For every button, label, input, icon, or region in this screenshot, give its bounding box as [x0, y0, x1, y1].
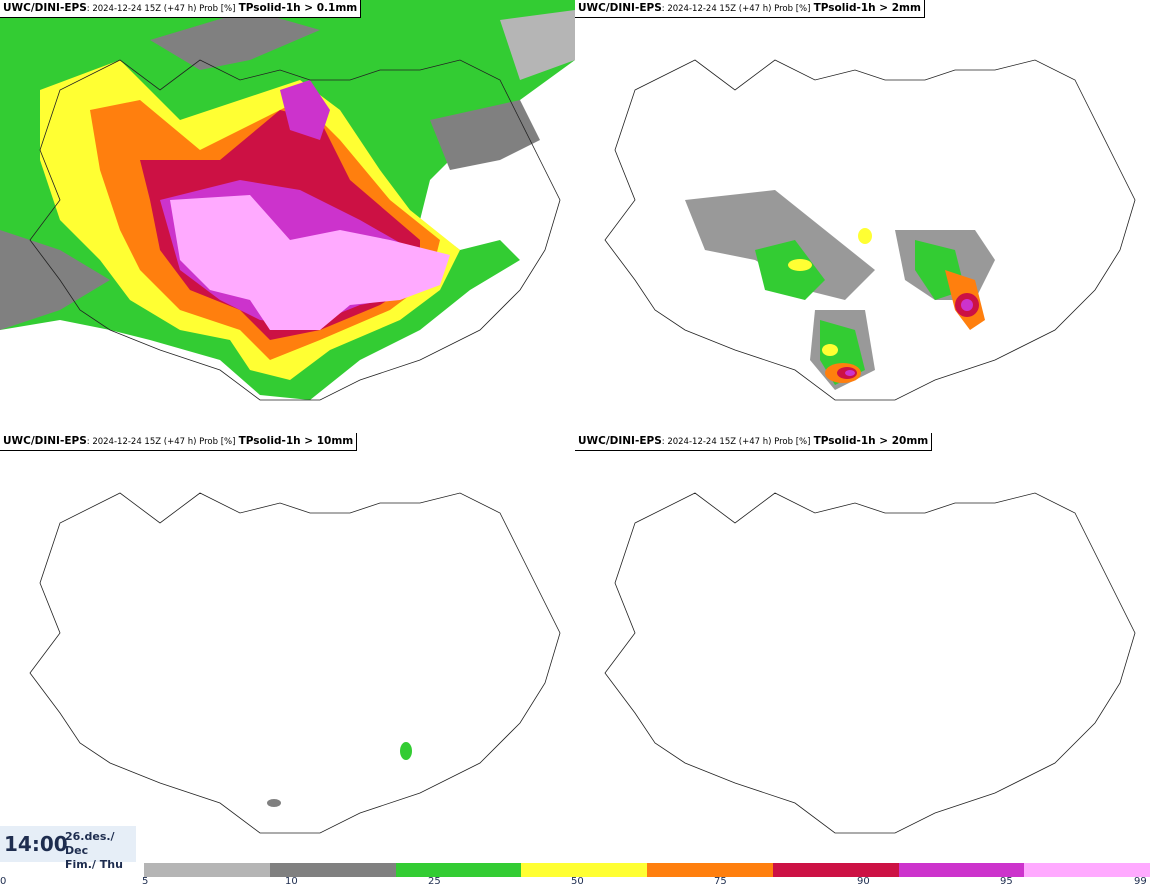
model-name: UWC/DINI-EPS: [3, 435, 87, 447]
colorbar-swatch: [395, 863, 522, 877]
colorbar-swatch: [647, 863, 773, 877]
variable-name: TPsolid-1h > 20mm: [813, 435, 929, 447]
colorbar-tick-label: 10: [285, 876, 298, 887]
variable-name: TPsolid-1h > 0.1mm: [238, 2, 358, 14]
colorbar-swatch: [521, 863, 647, 877]
colorbar-ticks: 0 5 10 25 50 75 90 95 99: [0, 876, 1150, 891]
colorbar-swatch: [1024, 863, 1150, 877]
map-panel-20mm: UWC/DINI-EPS: 2024-12-24 15Z (+47 h) Pro…: [575, 433, 1150, 866]
map-panel-0.1mm: UWC/DINI-EPS: 2024-12-24 15Z (+47 h) Pro…: [0, 0, 575, 433]
panel-label: UWC/DINI-EPS: 2024-12-24 15Z (+47 h) Pro…: [575, 0, 925, 18]
panel-label: UWC/DINI-EPS: 2024-12-24 15Z (+47 h) Pro…: [0, 0, 362, 18]
model-name: UWC/DINI-EPS: [3, 2, 87, 14]
colorbar-swatch: [772, 863, 899, 877]
colorbar-tick-label: 99: [1134, 876, 1147, 887]
colorbar-tick-label: 90: [857, 876, 870, 887]
map-2mm: [604, 59, 1136, 401]
colorbar-tick-label: 50: [571, 876, 584, 887]
run-meta: : 2024-12-24 15Z (+47 h) Prob [%]: [86, 4, 236, 14]
variable-name: TPsolid-1h > 2mm: [813, 2, 921, 14]
map-panel-2mm: UWC/DINI-EPS: 2024-12-24 15Z (+47 h) Pro…: [575, 0, 1150, 433]
map-20mm: [604, 492, 1136, 834]
panel-label: UWC/DINI-EPS: 2024-12-24 15Z (+47 h) Pro…: [575, 433, 933, 451]
variable-name: TPsolid-1h > 10mm: [238, 435, 354, 447]
colorbar-tick-label: 95: [1000, 876, 1013, 887]
run-meta: : 2024-12-24 15Z (+47 h) Prob [%]: [661, 437, 811, 447]
probability-colorbar: [144, 863, 1150, 877]
colorbar-tick-label: 5: [142, 876, 149, 887]
colorbar-tick-label: 0: [0, 876, 7, 887]
colorbar-swatch: [269, 863, 396, 877]
colorbar-tick-label: 25: [428, 876, 441, 887]
colorbar-tick-label: 75: [714, 876, 727, 887]
model-name: UWC/DINI-EPS: [578, 2, 662, 14]
valid-time-box: 14:00 26.des./ Dec Fim./ Thu: [0, 826, 136, 871]
model-name: UWC/DINI-EPS: [578, 435, 662, 447]
valid-time: 14:00: [4, 832, 68, 856]
map-10mm: [29, 492, 561, 834]
colorbar-swatch: [898, 863, 1025, 877]
valid-date-line2: Fim./ Thu: [65, 858, 123, 871]
map-0.1mm: [0, 0, 575, 401]
valid-date: 26.des./ Dec Fim./ Thu: [65, 830, 136, 872]
run-meta: : 2024-12-24 15Z (+47 h) Prob [%]: [86, 437, 236, 447]
run-meta: : 2024-12-24 15Z (+47 h) Prob [%]: [661, 4, 811, 14]
panel-label: UWC/DINI-EPS: 2024-12-24 15Z (+47 h) Pro…: [0, 433, 358, 451]
map-panel-10mm: UWC/DINI-EPS: 2024-12-24 15Z (+47 h) Pro…: [0, 433, 575, 866]
valid-date-line1: 26.des./ Dec: [65, 830, 115, 857]
colorbar-swatch: [144, 863, 270, 877]
